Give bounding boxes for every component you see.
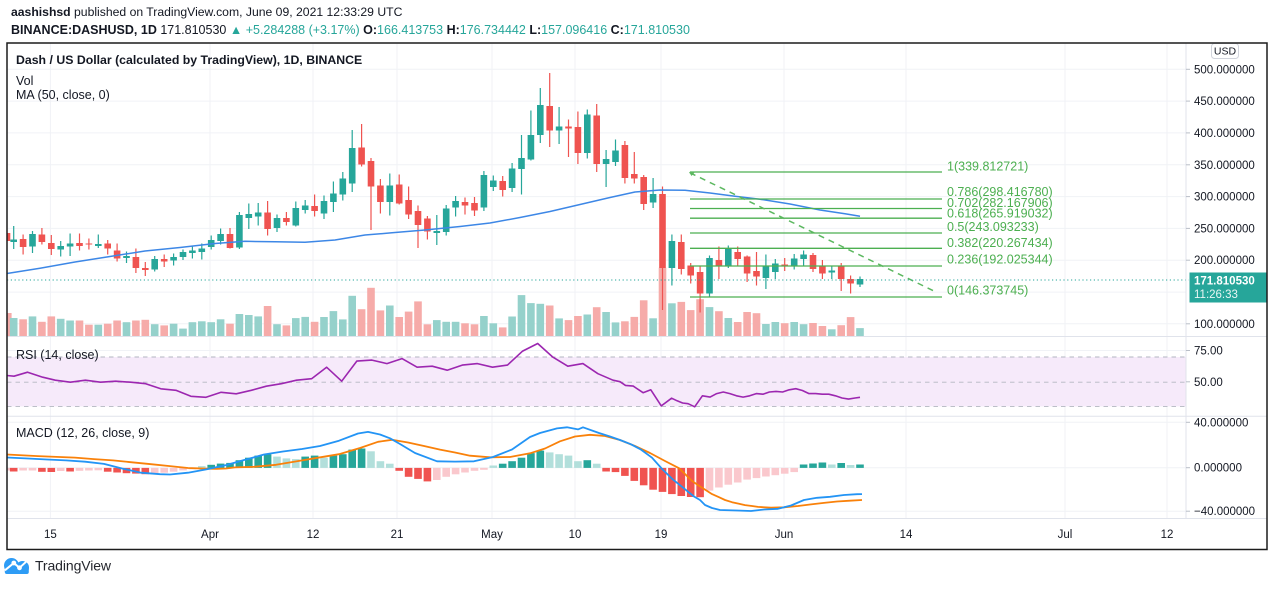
- svg-text:Jul: Jul: [1058, 529, 1073, 541]
- svg-text:14: 14: [900, 529, 913, 541]
- svg-text:0.5(243.093233): 0.5(243.093233): [947, 220, 1039, 234]
- svg-text:0.236(192.025344): 0.236(192.025344): [947, 253, 1053, 267]
- svg-text:Jun: Jun: [775, 529, 794, 541]
- svg-text:200.000000: 200.000000: [1194, 255, 1255, 267]
- svg-text:Apr: Apr: [201, 529, 219, 541]
- svg-text:USD: USD: [1214, 46, 1237, 58]
- svg-text:RSI (14, close): RSI (14, close): [16, 348, 99, 362]
- svg-text:15: 15: [44, 529, 57, 541]
- svg-text:300.000000: 300.000000: [1194, 192, 1255, 204]
- svg-text:Dash / US Dollar (calculated b: Dash / US Dollar (calculated by TradingV…: [16, 53, 362, 67]
- svg-text:450.000000: 450.000000: [1194, 96, 1255, 108]
- svg-text:400.000000: 400.000000: [1194, 128, 1255, 140]
- svg-text:Vol: Vol: [16, 74, 33, 88]
- svg-text:250.000000: 250.000000: [1194, 223, 1255, 235]
- svg-text:1(339.812721): 1(339.812721): [947, 160, 1028, 174]
- svg-text:40.000000: 40.000000: [1194, 417, 1248, 429]
- svg-text:TradingView: TradingView: [35, 558, 112, 574]
- svg-text:0.000000: 0.000000: [1194, 463, 1242, 475]
- svg-text:350.000000: 350.000000: [1194, 160, 1255, 172]
- svg-text:0.702(282.167906): 0.702(282.167906): [947, 196, 1053, 210]
- svg-text:12: 12: [1161, 529, 1174, 541]
- svg-text:21: 21: [391, 529, 404, 541]
- svg-text:100.000000: 100.000000: [1194, 319, 1255, 331]
- svg-text:11:26:33: 11:26:33: [1194, 289, 1238, 301]
- svg-text:12: 12: [307, 529, 320, 541]
- svg-text:0.786(298.416780): 0.786(298.416780): [947, 185, 1053, 199]
- svg-text:10: 10: [569, 529, 582, 541]
- svg-text:MA (50, close, 0): MA (50, close, 0): [16, 88, 110, 102]
- svg-text:19: 19: [655, 529, 668, 541]
- svg-text:0(146.373745): 0(146.373745): [947, 284, 1028, 298]
- svg-text:−40.000000: −40.000000: [1194, 506, 1255, 518]
- svg-text:171.810530: 171.810530: [1194, 276, 1255, 288]
- svg-text:50.00: 50.00: [1194, 377, 1223, 389]
- svg-text:0.618(265.919032): 0.618(265.919032): [947, 207, 1053, 221]
- svg-text:0.382(220.267434): 0.382(220.267434): [947, 236, 1053, 250]
- svg-text:500.000000: 500.000000: [1194, 64, 1255, 76]
- svg-text:75.00: 75.00: [1194, 346, 1223, 358]
- svg-text:aashishsd published on Trading: aashishsd published on TradingView.com, …: [11, 5, 403, 19]
- svg-text:MACD (12, 26, close, 9): MACD (12, 26, close, 9): [16, 426, 149, 440]
- svg-text:BINANCE:DASHUSD, 1D 171.810530: BINANCE:DASHUSD, 1D 171.810530 ▲ +5.2842…: [11, 23, 690, 37]
- svg-text:May: May: [481, 529, 503, 541]
